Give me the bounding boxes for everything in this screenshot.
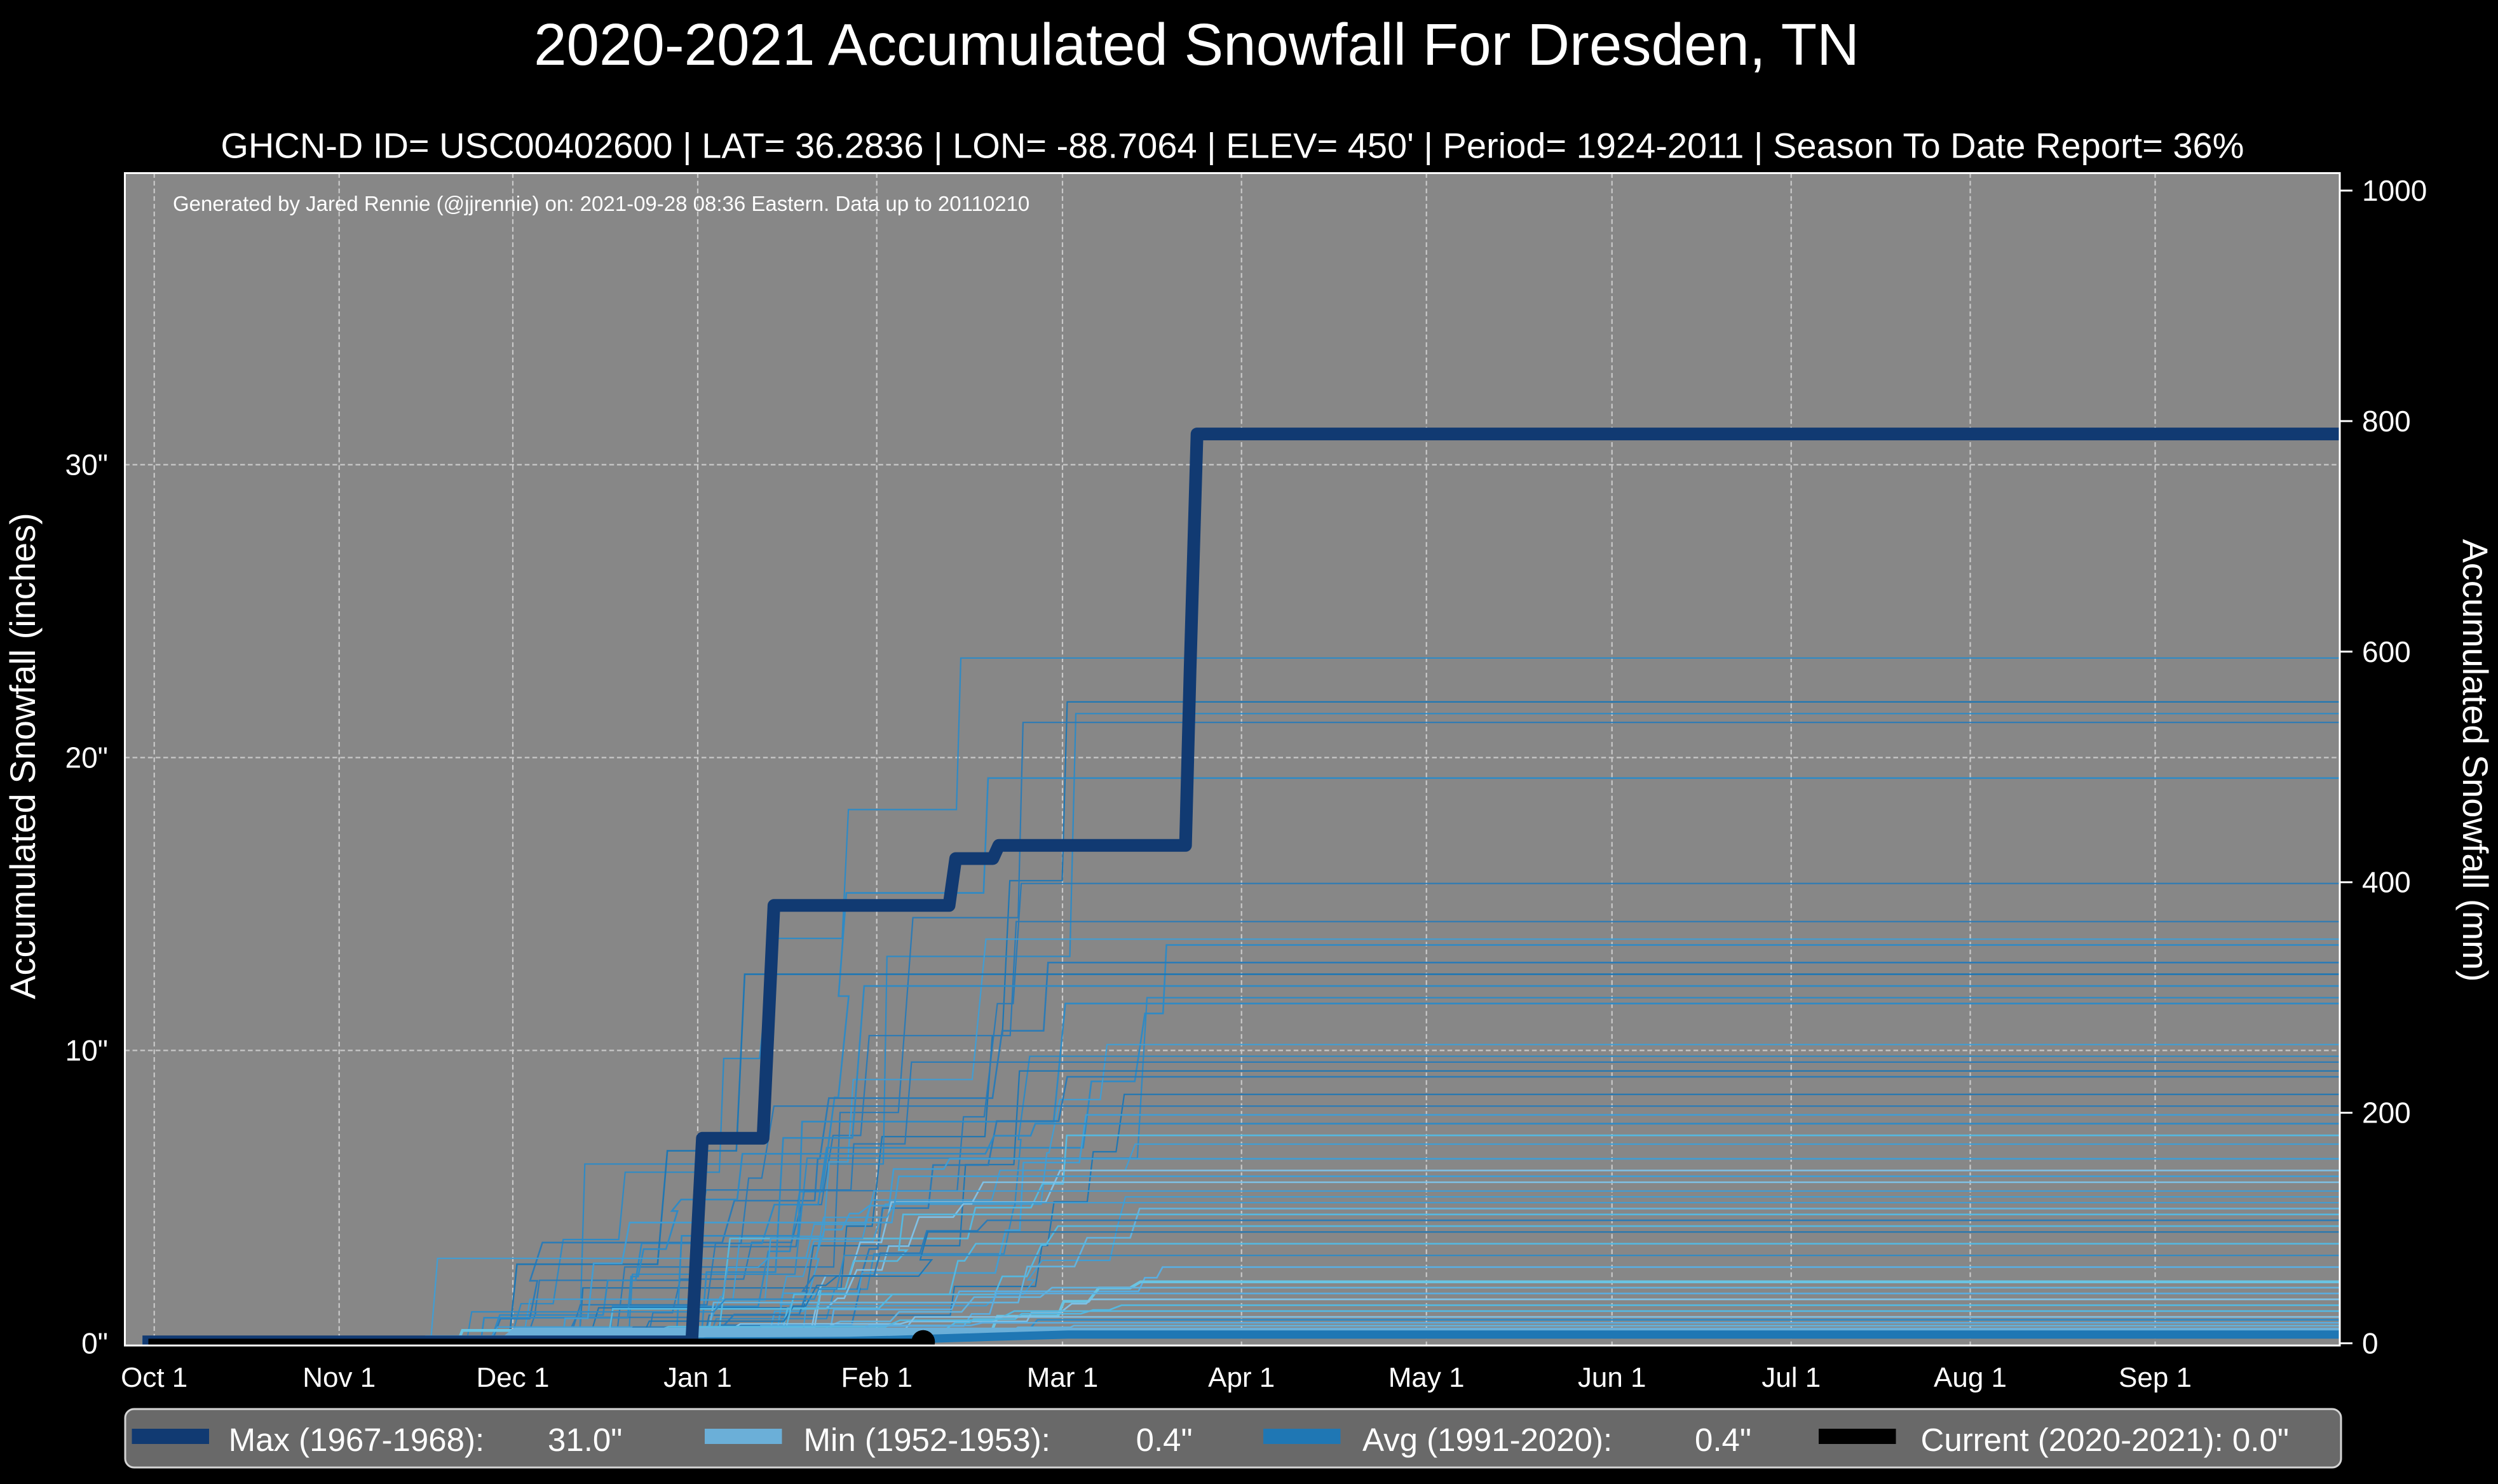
svg-text:31.0": 31.0" (548, 1422, 622, 1458)
svg-text:200: 200 (2362, 1096, 2411, 1130)
svg-text:Dec 1: Dec 1 (477, 1362, 550, 1393)
svg-text:Max (1967-1968):: Max (1967-1968): (229, 1422, 485, 1458)
svg-text:Min (1952-1953):: Min (1952-1953): (804, 1422, 1050, 1458)
svg-text:Current (2020-2021): 0.0": Current (2020-2021): 0.0" (1921, 1422, 2289, 1458)
svg-text:Apr 1: Apr 1 (1208, 1362, 1275, 1393)
svg-text:600: 600 (2362, 635, 2411, 668)
svg-text:30": 30" (65, 449, 109, 482)
svg-text:May 1: May 1 (1388, 1362, 1465, 1393)
svg-text:0.4": 0.4" (1136, 1422, 1193, 1458)
svg-text:Jul 1: Jul 1 (1761, 1362, 1821, 1393)
svg-text:20": 20" (65, 741, 109, 774)
svg-text:GHCN-D ID= USC00402600 | LAT=: GHCN-D ID= USC00402600 | LAT= 36.2836 | … (221, 126, 2244, 166)
svg-text:Jun 1: Jun 1 (1578, 1362, 1646, 1393)
svg-text:Oct 1: Oct 1 (121, 1362, 187, 1393)
svg-text:Feb 1: Feb 1 (841, 1362, 913, 1393)
svg-text:Jan 1: Jan 1 (663, 1362, 732, 1393)
svg-text:Avg (1991-2020):: Avg (1991-2020): (1362, 1422, 1612, 1458)
svg-text:Mar 1: Mar 1 (1027, 1362, 1098, 1393)
svg-text:800: 800 (2362, 405, 2411, 438)
svg-text:Nov 1: Nov 1 (302, 1362, 376, 1393)
svg-text:2020-2021 Accumulated Snowfall: 2020-2021 Accumulated Snowfall For Dresd… (534, 11, 1859, 78)
svg-text:Sep 1: Sep 1 (2119, 1362, 2192, 1393)
svg-text:0.4": 0.4" (1695, 1422, 1751, 1458)
svg-text:Generated by Jared Rennie (@jj: Generated by Jared Rennie (@jjrennie) on… (173, 192, 1029, 215)
svg-text:0: 0 (2362, 1327, 2379, 1360)
svg-text:1000: 1000 (2362, 174, 2427, 207)
svg-text:Aug 1: Aug 1 (1934, 1362, 2007, 1393)
svg-text:0": 0" (81, 1327, 108, 1360)
svg-text:400: 400 (2362, 866, 2411, 899)
svg-text:Accumulated Snowfall (inches): Accumulated Snowfall (inches) (3, 513, 43, 999)
svg-text:Accumulated Snowfall (mm): Accumulated Snowfall (mm) (2455, 539, 2495, 981)
svg-text:10": 10" (65, 1034, 109, 1067)
